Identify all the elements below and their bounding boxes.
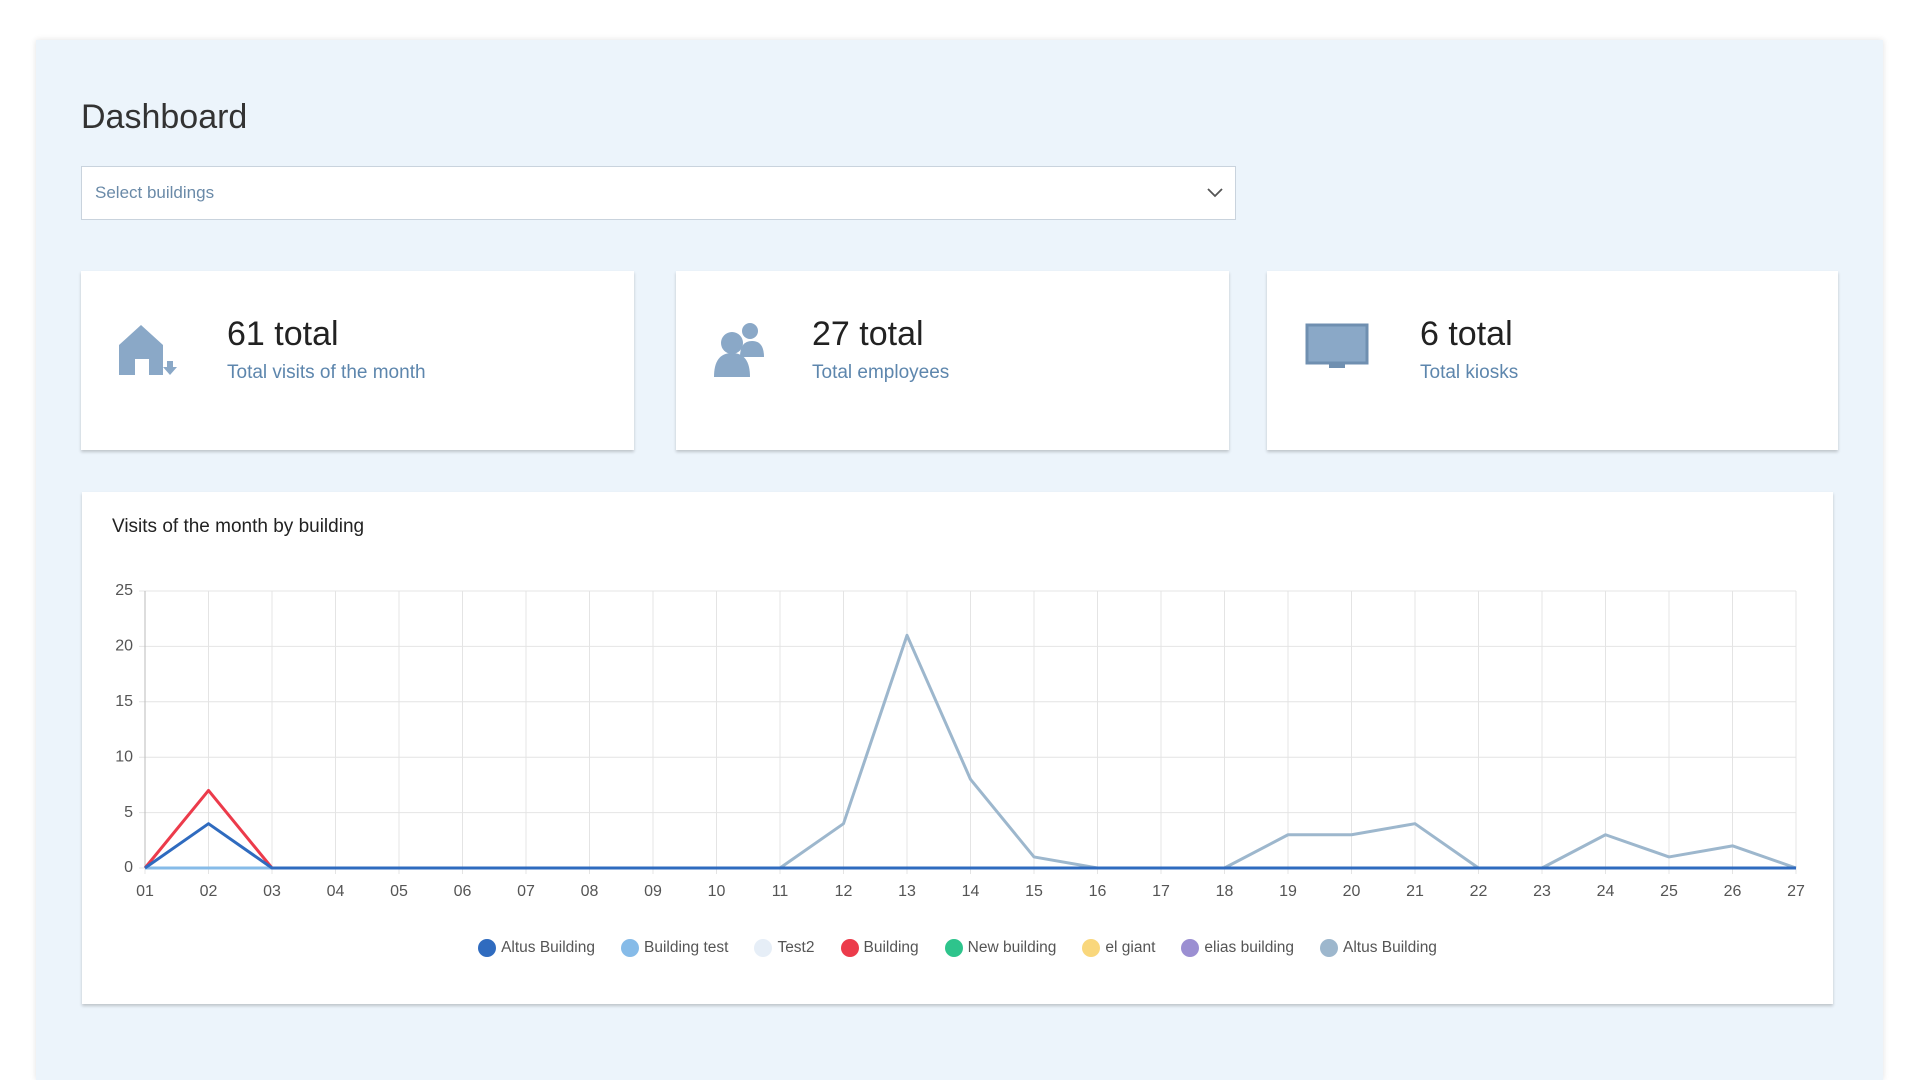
legend-label: elias building <box>1204 939 1295 956</box>
legend-swatch <box>478 939 497 957</box>
x-tick-label: 26 <box>1724 883 1742 900</box>
x-tick-label: 02 <box>200 883 218 900</box>
legend-label: Altus Building <box>501 939 595 956</box>
card-label: Total employees <box>812 362 950 383</box>
employees-card: 27 total Total employees <box>676 271 1229 450</box>
x-tick-label: 22 <box>1470 883 1488 900</box>
legend-swatch <box>620 939 639 957</box>
legend-item[interactable]: elias building <box>1181 939 1294 957</box>
x-tick-label: 15 <box>1025 883 1043 900</box>
x-tick-label: 12 <box>835 883 853 900</box>
legend-label: Building <box>863 939 919 956</box>
y-tick-label: 25 <box>115 582 133 599</box>
kiosks-card: 6 total Total kiosks <box>1267 271 1838 450</box>
x-tick-label: 01 <box>136 883 154 900</box>
legend-swatch <box>1082 939 1101 957</box>
x-tick-label: 19 <box>1279 883 1297 900</box>
card-label: Total visits of the month <box>227 362 426 383</box>
legend-label: New building <box>967 939 1057 956</box>
legend-swatch <box>754 939 773 957</box>
card-value: 6 total <box>1420 315 1513 353</box>
y-tick-label: 15 <box>115 693 133 710</box>
x-tick-label: 16 <box>1089 883 1107 900</box>
legend: Altus Building Building test Test2 Building… <box>82 939 1833 957</box>
legend-label: el giant <box>1105 939 1156 956</box>
legend-swatch <box>1181 939 1200 957</box>
legend-item[interactable]: Building test <box>620 939 729 957</box>
legend-swatch <box>944 939 963 957</box>
x-tick-label: 09 <box>644 883 662 900</box>
legend-label: Test2 <box>777 939 815 956</box>
page-title: Dashboard <box>81 98 248 136</box>
x-tick-label: 23 <box>1533 883 1551 900</box>
x-tick-label: 04 <box>327 883 345 900</box>
legend-item[interactable]: New building <box>944 939 1057 957</box>
chart-title: Visits of the month by building <box>112 516 365 537</box>
x-tick-label: 27 <box>1787 883 1805 900</box>
card-label: Total kiosks <box>1420 362 1519 383</box>
y-tick-label: 20 <box>115 638 133 655</box>
legend-label: Building test <box>643 939 729 956</box>
card-value: 27 total <box>812 315 924 353</box>
legend-item[interactable]: Building <box>840 939 919 957</box>
y-tick-label: 0 <box>124 859 133 876</box>
x-tick-label: 10 <box>708 883 726 900</box>
x-tick-label: 18 <box>1216 883 1234 900</box>
series-line <box>144 822 1796 870</box>
x-tick-label: 06 <box>454 883 472 900</box>
x-tick-label: 13 <box>898 883 916 900</box>
x-tick-label: 24 <box>1597 883 1615 900</box>
x-tick-label: 05 <box>390 883 408 900</box>
chevron-icon <box>1207 188 1223 198</box>
chart-card: Visits of the month by building 0 5 10 15 20… <box>82 492 1833 1004</box>
x-tick-label: 08 <box>581 883 599 900</box>
legend-swatch <box>1320 939 1339 957</box>
legend-item[interactable]: el giant <box>1082 939 1155 957</box>
legend-swatch <box>840 939 859 957</box>
x-tick-label: 20 <box>1343 883 1361 900</box>
x-tick-label: 21 <box>1406 883 1424 900</box>
legend-item[interactable]: Altus Building <box>1320 939 1437 957</box>
x-tick-label: 14 <box>962 883 980 900</box>
people-icon <box>714 323 764 377</box>
building-select[interactable]: Select buildings <box>81 166 1236 220</box>
x-tick-label: 25 <box>1660 883 1678 900</box>
x-tick-label: 07 <box>517 883 535 900</box>
card-value: 61 total <box>227 315 339 353</box>
y-tick-label: 5 <box>124 804 133 821</box>
monitor-icon <box>1305 323 1369 368</box>
x-tick-label: 03 <box>263 883 281 900</box>
y-tick-label: 10 <box>115 748 133 765</box>
legend-item[interactable]: Test2 <box>754 939 815 957</box>
legend-label: Altus Building <box>1343 939 1437 956</box>
legend-item[interactable]: Altus Building <box>478 939 595 957</box>
visits-card: 61 total Total visits of the month <box>81 271 634 450</box>
x-tick-label: 11 <box>772 883 789 900</box>
x-tick-label: 17 <box>1152 883 1170 900</box>
house-icon <box>119 325 177 375</box>
select-placeholder: Select buildings <box>95 183 215 202</box>
